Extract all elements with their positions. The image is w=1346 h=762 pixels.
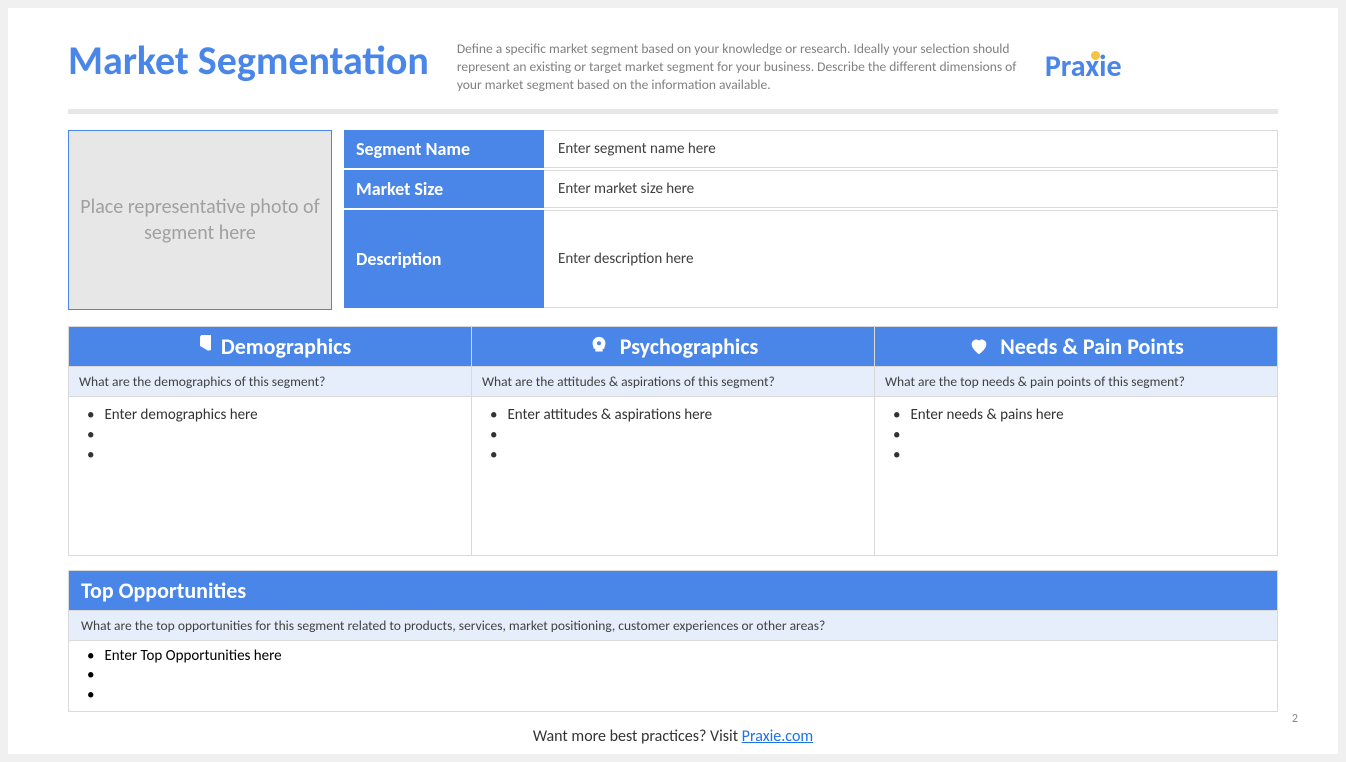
info-label: Description [344,210,544,308]
column-title: Psychographics [620,333,759,360]
market-size-input[interactable]: Enter market size here [544,170,1278,208]
info-table: Segment Name Enter segment name here Mar… [344,130,1278,310]
opportunities-input[interactable]: Enter Top Opportunities here [69,641,1277,712]
footer-link[interactable]: Praxie.com [742,727,813,746]
info-row-description: Description Enter description here [344,210,1278,310]
column-header: Psychographics [472,327,874,366]
dimension-columns: Demographics What are the demographics o… [68,326,1278,556]
bullet [87,425,459,445]
brand-logo: Praxie [1045,36,1122,85]
description-input[interactable]: Enter description here [544,210,1278,308]
demographics-column: Demographics What are the demographics o… [68,326,472,556]
bullet [87,666,1265,686]
bullet [893,425,1265,445]
bullet: Enter needs & pains here [893,405,1265,425]
bullet [490,445,862,465]
column-header: Demographics [69,327,471,366]
brand-logo-dot-icon [1091,51,1100,60]
divider [68,109,1278,114]
bullet [893,445,1265,465]
opportunities-question: What are the top opportunities for this … [69,610,1277,641]
bullet: Enter attitudes & aspirations here [490,405,862,425]
bullet [490,425,862,445]
footer: Want more best practices? Visit Praxie.c… [8,723,1338,750]
column-title: Demographics [221,333,351,360]
brand-logo-text: Praxie [1045,48,1122,85]
psychographics-column: Psychographics What are the attitudes & … [472,326,875,556]
opportunities-title: Top Opportunities [69,571,1277,610]
needs-column: Needs & Pain Points What are the top nee… [875,326,1278,556]
needs-input[interactable]: Enter needs & pains here [875,397,1277,555]
info-row-segment-name: Segment Name Enter segment name here [344,130,1278,170]
pie-chart-icon [189,335,211,357]
column-title: Needs & Pain Points [1000,333,1184,360]
header-row: Market Segmentation Define a specific ma… [68,36,1278,95]
top-section: Place representative photo of segment he… [68,130,1278,310]
bullet [87,445,459,465]
heart-icon [968,335,990,357]
info-row-market-size: Market Size Enter market size here [344,170,1278,210]
column-header: Needs & Pain Points [875,327,1277,366]
bullet: Enter Top Opportunities here [87,647,1265,667]
page-title: Market Segmentation [68,36,429,85]
opportunities-section: Top Opportunities What are the top oppor… [68,570,1278,713]
column-question: What are the demographics of this segmen… [69,366,471,397]
column-question: What are the attitudes & aspirations of … [472,366,874,397]
slide: Market Segmentation Define a specific ma… [8,8,1338,754]
photo-placeholder[interactable]: Place representative photo of segment he… [68,130,332,310]
psychographics-input[interactable]: Enter attitudes & aspirations here [472,397,874,555]
head-gear-icon [588,335,610,357]
footer-text: Want more best practices? Visit [533,727,742,746]
info-label: Segment Name [344,130,544,168]
instructions-text: Define a specific market segment based o… [457,36,1017,95]
info-label: Market Size [344,170,544,208]
bullet: Enter demographics here [87,405,459,425]
demographics-input[interactable]: Enter demographics here [69,397,471,555]
bullet [87,686,1265,706]
segment-name-input[interactable]: Enter segment name here [544,130,1278,168]
column-question: What are the top needs & pain points of … [875,366,1277,397]
